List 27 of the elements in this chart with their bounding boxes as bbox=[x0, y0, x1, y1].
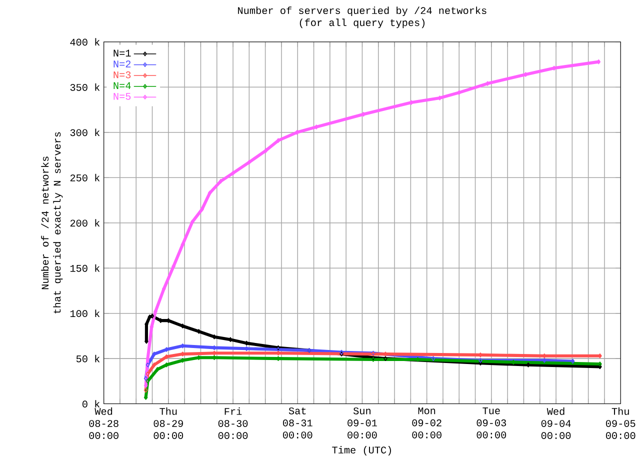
y-axis-title: Number of /24 networks that queried exactly N servers bbox=[41, 132, 63, 314]
legend-label: N=5 bbox=[114, 93, 131, 100]
y-tick-label: 350 k bbox=[70, 83, 100, 91]
y-tick-label: 300 k bbox=[70, 128, 100, 136]
x-tick-label: Sat 08-31 00:00 bbox=[283, 407, 312, 439]
legend-label: N=1 bbox=[114, 50, 131, 57]
x-tick-label: Wed 09-04 00:00 bbox=[541, 407, 571, 440]
y-tick-label: 250 k bbox=[70, 174, 100, 182]
legend-label: N=3 bbox=[114, 71, 131, 78]
y-tick-label: 100 k bbox=[70, 310, 100, 318]
y-tick-label: 400 k bbox=[70, 38, 100, 46]
chart-title: Number of servers queried by /24 networks bbox=[238, 6, 486, 16]
y-tick-label: 0 k bbox=[82, 400, 100, 408]
x-axis-title: Time (UTC) bbox=[332, 446, 391, 456]
y-tick-label: 50 k bbox=[76, 354, 100, 362]
x-tick-label: Fri 08-30 00:00 bbox=[218, 407, 248, 440]
x-tick-label: Thu 08-29 00:00 bbox=[154, 407, 184, 440]
x-tick-label: Mon 09-02 00:00 bbox=[412, 407, 442, 438]
legend-label: N=2 bbox=[114, 60, 131, 68]
x-tick-label: Sun 09-01 00:00 bbox=[348, 407, 377, 439]
x-tick-label: Wed 08-28 00:00 bbox=[89, 407, 118, 440]
x-tick-label: Tue 09-03 00:00 bbox=[476, 407, 506, 438]
legend-label: N=4 bbox=[114, 82, 131, 89]
y-tick-label: 200 k bbox=[70, 219, 100, 227]
x-tick-label: Thu 09-05 00:00 bbox=[606, 407, 636, 440]
y-tick-label: 150 k bbox=[70, 264, 100, 272]
chart-subtitle: (for all query types) bbox=[300, 18, 424, 28]
